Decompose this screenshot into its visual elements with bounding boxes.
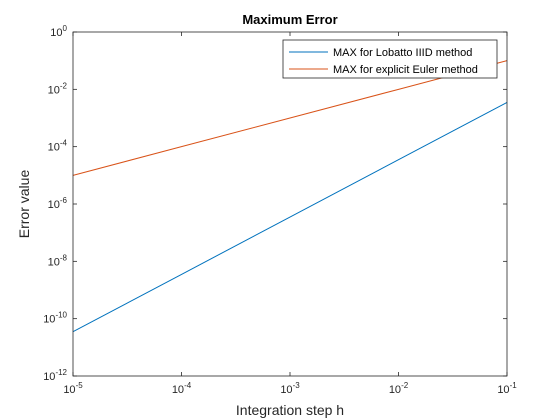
y-tick-exponent: -6: [60, 196, 68, 205]
series-line-euler: [72, 60, 508, 176]
x-tick-base: 10: [172, 384, 184, 396]
chart-title: Maximum Error: [242, 12, 337, 27]
y-tick-label: 10-12: [43, 368, 67, 383]
legend: MAX for Lobatto IIID method MAX for expl…: [282, 39, 498, 79]
x-tick-exponent: -3: [293, 381, 301, 390]
x-tick-exponent: -4: [184, 381, 192, 390]
y-tick-label: 100: [50, 24, 67, 39]
y-tick-base: 10: [50, 27, 62, 39]
y-tick-label: 10-4: [48, 139, 68, 154]
x-tick-base: 10: [497, 384, 509, 396]
ticks-layer: 10-5 10-4 10-3 10-2 10-110-1210-1010-810-610…: [43, 24, 517, 396]
y-tick-base: 10: [48, 256, 60, 268]
y-tick-label: 10-10: [43, 311, 67, 326]
y-tick-label: 10-8: [48, 253, 68, 268]
y-tick-exponent: -2: [60, 81, 68, 90]
x-tick-label: 10-2: [389, 381, 409, 396]
y-tick-base: 10: [48, 199, 60, 211]
y-tick-base: 10: [48, 84, 60, 96]
x-tick-label: 10-5: [63, 381, 83, 396]
x-tick-exponent: -2: [401, 381, 409, 390]
x-tick-exponent: -1: [510, 381, 518, 390]
legend-label-euler: MAX for explicit Euler method: [333, 64, 478, 76]
x-tick-label: 10-3: [280, 381, 300, 396]
x-tick-label: 10-4: [172, 381, 192, 396]
series-line-lobatto: [72, 101, 508, 333]
plot-area: [73, 32, 507, 376]
x-tick-label: 10-1: [497, 381, 517, 396]
legend-box: [282, 39, 498, 79]
y-tick-exponent: -10: [55, 311, 67, 320]
x-tick-base: 10: [280, 384, 292, 396]
y-tick-label: 10-6: [48, 196, 68, 211]
legend-label-lobatto: MAX for Lobatto IIID method: [333, 47, 472, 59]
y-tick-exponent: -4: [60, 139, 68, 148]
x-tick-base: 10: [389, 384, 401, 396]
y-axis-label: Error value: [16, 170, 32, 239]
y-tick-exponent: -12: [55, 368, 67, 377]
series-layer: [72, 60, 508, 333]
y-tick-exponent: -8: [60, 253, 68, 262]
y-tick-exponent: 0: [63, 24, 68, 33]
x-tick-base: 10: [63, 384, 75, 396]
y-tick-base: 10: [43, 371, 55, 383]
y-tick-label: 10-2: [48, 81, 68, 96]
y-tick-base: 10: [43, 314, 55, 326]
y-tick-base: 10: [48, 142, 60, 154]
x-axis-label: Integration step h: [236, 402, 344, 418]
x-tick-exponent: -5: [76, 381, 84, 390]
